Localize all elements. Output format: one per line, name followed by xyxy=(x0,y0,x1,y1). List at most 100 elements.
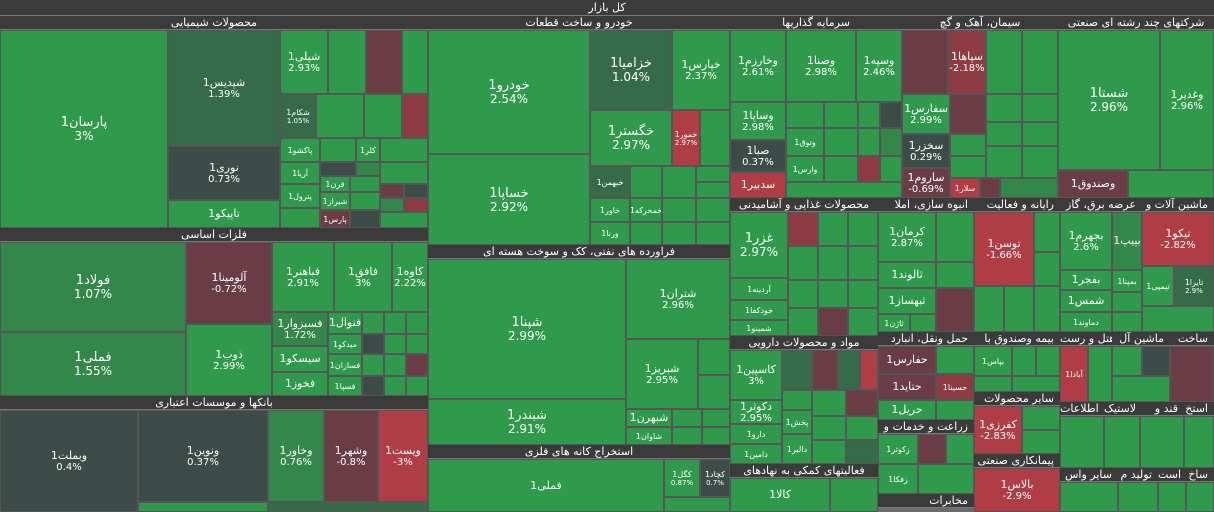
stock-tile[interactable]: وشهر1 -0.8% xyxy=(324,410,378,502)
stock-tile[interactable] xyxy=(384,354,406,376)
stock-tile[interactable] xyxy=(1012,346,1036,376)
stock-tile[interactable] xyxy=(362,376,384,396)
stock-tile[interactable] xyxy=(356,162,380,176)
stock-tile[interactable] xyxy=(950,134,986,156)
stock-tile[interactable]: کاسپین1 3% xyxy=(730,350,782,400)
stock-tile[interactable] xyxy=(812,416,846,440)
stock-tile[interactable]: شبهرن1 xyxy=(626,409,672,427)
stock-tile[interactable] xyxy=(824,156,858,182)
sector-header[interactable]: حمل ونقل، انبارد xyxy=(878,332,974,346)
stock-tile[interactable] xyxy=(406,312,428,334)
stock-tile[interactable] xyxy=(700,110,730,166)
stock-tile[interactable]: دالبر1 xyxy=(782,434,812,464)
stock-tile[interactable] xyxy=(380,198,404,212)
stock-tile[interactable] xyxy=(1104,416,1140,468)
stock-tile[interactable] xyxy=(858,102,880,128)
stock-tile[interactable]: وتوق1 xyxy=(786,128,824,156)
stock-tile[interactable]: ساروم1 -0.69% xyxy=(902,168,950,198)
stock-tile[interactable]: تاپیکو1 xyxy=(168,200,280,228)
stock-tile[interactable] xyxy=(380,162,428,184)
stock-tile[interactable] xyxy=(662,222,696,245)
stock-tile[interactable]: سپاها1 -2.18% xyxy=(948,30,986,94)
stock-tile[interactable]: توسن1 -1.66% xyxy=(974,212,1034,286)
stock-tile[interactable] xyxy=(1088,346,1112,402)
stock-tile[interactable]: کگل1 0.87% xyxy=(664,459,700,497)
stock-tile[interactable]: وارس1 xyxy=(786,156,824,182)
stock-tile[interactable]: دکوثر1 2.95% xyxy=(730,400,782,424)
stock-tile[interactable] xyxy=(902,30,948,94)
stock-tile[interactable]: نوری1 0.73% xyxy=(168,146,280,200)
sector-header[interactable]: محصولات شیمیایی xyxy=(0,16,428,30)
stock-tile[interactable] xyxy=(380,184,404,198)
stock-tile[interactable] xyxy=(696,222,730,245)
stock-tile[interactable]: خمحرکه1 xyxy=(630,198,662,222)
stock-tile[interactable] xyxy=(950,156,986,178)
stock-tile[interactable] xyxy=(818,246,848,280)
stock-tile[interactable] xyxy=(986,94,1022,122)
stock-tile[interactable] xyxy=(406,354,428,376)
stock-tile[interactable]: فسازان1 xyxy=(328,354,362,376)
stock-tile[interactable]: وساپا1 2.98% xyxy=(730,102,786,140)
stock-tile[interactable]: پاکشو1 xyxy=(280,138,320,162)
stock-tile[interactable] xyxy=(1036,346,1060,376)
stock-tile[interactable] xyxy=(846,390,878,416)
stock-tile[interactable] xyxy=(788,212,818,246)
stock-tile[interactable] xyxy=(350,192,380,210)
stock-tile[interactable]: فخوز1 xyxy=(272,372,328,396)
stock-tile[interactable] xyxy=(406,376,428,396)
sector-header[interactable]: شرکتهای چند رشته ای صنعتی xyxy=(1058,16,1214,30)
stock-tile[interactable] xyxy=(672,427,702,445)
stock-tile[interactable] xyxy=(384,376,406,396)
stock-tile[interactable] xyxy=(1022,122,1058,146)
stock-tile[interactable] xyxy=(918,434,946,464)
sector-header[interactable]: عرضه برق، گاز xyxy=(1060,198,1142,212)
stock-tile[interactable]: شستا1 2.96% xyxy=(1058,30,1160,170)
stock-tile[interactable] xyxy=(946,434,974,464)
stock-tile[interactable] xyxy=(1000,178,1058,198)
stock-tile[interactable] xyxy=(1112,312,1142,332)
stock-tile[interactable] xyxy=(824,128,858,156)
stock-tile[interactable]: شبریز1 2.95% xyxy=(626,339,698,409)
stock-tile[interactable] xyxy=(1012,376,1060,392)
stock-tile[interactable] xyxy=(1022,94,1058,122)
stock-tile[interactable]: خساپا1 2.92% xyxy=(428,154,590,245)
stock-tile[interactable] xyxy=(662,166,696,198)
stock-tile[interactable]: ثالوند1 xyxy=(878,262,936,288)
stock-tile[interactable] xyxy=(702,427,730,445)
stock-tile[interactable] xyxy=(1060,482,1118,512)
sector-header[interactable]: استخ xyxy=(1184,402,1214,416)
stock-tile[interactable]: زکوثر1 xyxy=(878,434,918,464)
stock-tile[interactable] xyxy=(406,334,428,354)
stock-tile[interactable] xyxy=(320,138,356,162)
stock-tile[interactable]: وخارزم1 2.61% xyxy=(730,30,786,102)
stock-tile[interactable]: آردینه1 xyxy=(730,278,788,300)
stock-tile[interactable] xyxy=(1112,376,1170,402)
sector-header[interactable]: پیمانکاری صنعتی xyxy=(974,454,1060,468)
stock-tile[interactable] xyxy=(320,162,356,176)
sector-header[interactable]: فراورده های نفتی، کک و سوخت هسته ای xyxy=(428,245,730,259)
sector-header[interactable]: سایر محصولات xyxy=(974,392,1060,406)
stock-tile[interactable]: وبملت1 0.4% xyxy=(0,410,138,512)
stock-tile[interactable] xyxy=(1140,416,1184,468)
stock-tile[interactable] xyxy=(362,354,384,376)
stock-tile[interactable] xyxy=(936,212,974,262)
stock-tile[interactable] xyxy=(974,286,1004,332)
stock-tile[interactable] xyxy=(936,262,974,288)
stock-tile[interactable]: خمور1 2.97% xyxy=(672,110,700,166)
stock-tile[interactable]: دماوند1 xyxy=(1060,312,1112,332)
stock-tile[interactable] xyxy=(362,334,384,354)
stock-tile[interactable] xyxy=(698,375,730,409)
stock-tile[interactable]: وصنا1 2.98% xyxy=(786,30,856,102)
stock-tile[interactable] xyxy=(630,166,662,198)
stock-tile[interactable]: غزر1 2.97% xyxy=(730,212,788,278)
stock-tile[interactable]: حریل1 xyxy=(878,400,936,420)
stock-tile[interactable]: خودکفا1 xyxy=(730,300,788,320)
stock-tile[interactable] xyxy=(986,122,1022,146)
sector-header[interactable]: هتل و رست xyxy=(1060,332,1112,346)
stock-tile[interactable] xyxy=(664,497,730,512)
stock-tile[interactable]: تیکو1 -2.82% xyxy=(1142,212,1214,266)
stock-tile[interactable]: حسینا1 xyxy=(936,374,974,400)
stock-tile[interactable]: کاوه1 2.22% xyxy=(392,242,428,312)
stock-tile[interactable]: پارسان1 3% xyxy=(0,30,168,228)
stock-tile[interactable]: شیراز1 xyxy=(320,192,350,210)
